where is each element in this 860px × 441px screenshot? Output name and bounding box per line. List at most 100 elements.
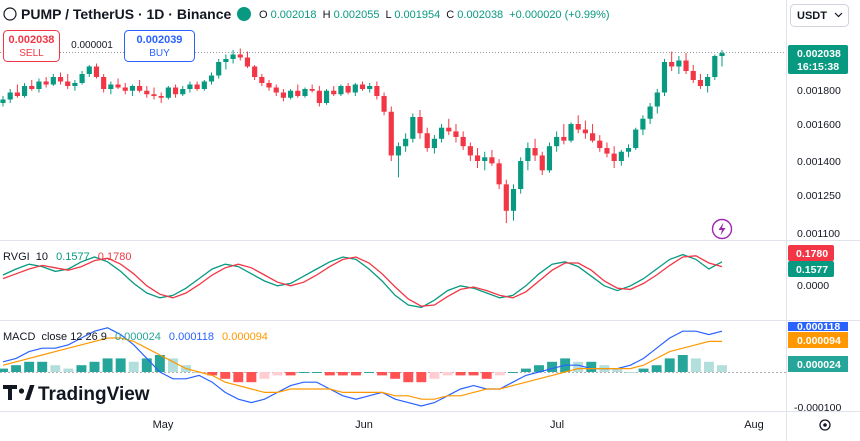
symbol-header: PUMP / TetherUS · 1D · Binance O 0.00201… (3, 6, 610, 22)
candle-body (705, 77, 711, 86)
candle-body (403, 138, 409, 147)
collapse-icon[interactable] (3, 7, 17, 21)
candle-body (352, 84, 358, 93)
macd-lines (2, 327, 723, 407)
buy-button-frame[interactable] (124, 30, 195, 62)
macd-hist-value: 0.000024 (115, 331, 161, 343)
lightning-icon[interactable] (711, 218, 733, 240)
candle-body (237, 54, 243, 58)
candle-body (618, 151, 624, 161)
candle-body (453, 131, 459, 137)
candle-body (625, 148, 632, 152)
buy-label[interactable]: BUY (149, 48, 170, 59)
rvgi-series (2, 253, 723, 309)
price-tick: 0.001100 (797, 228, 840, 240)
candle-body (474, 155, 481, 161)
currency-selector[interactable]: USDT (790, 4, 849, 27)
macd-histogram-bar (311, 372, 322, 373)
macd-histogram-bar (37, 361, 48, 372)
sell-label[interactable]: SELL (19, 48, 44, 59)
candle-body (568, 124, 574, 141)
last-price-value: 0.002038 (797, 48, 841, 60)
macd-histogram-bar (717, 365, 727, 372)
macd-histogram-bar (586, 361, 597, 372)
chevron-down-icon[interactable] (834, 12, 843, 18)
candle-body (208, 75, 215, 82)
symbol-title[interactable]: PUMP / TetherUS · 1D · Binance (21, 6, 232, 22)
candle-body (309, 89, 315, 91)
candle-body (367, 86, 373, 89)
high-label: H (323, 9, 331, 21)
candle-body (661, 62, 668, 93)
date-tick: Jul (550, 419, 564, 431)
sell-price[interactable]: 0.002038 (9, 34, 55, 46)
candle-body (654, 92, 660, 107)
macd-histogram-bar (298, 372, 309, 373)
candle-body (280, 92, 286, 98)
macd-histogram-bar (416, 372, 427, 383)
candle-body (266, 83, 272, 88)
candle-body (316, 90, 322, 103)
candle-body (79, 74, 85, 83)
macd-hist-badge (788, 356, 848, 372)
macd-histogram-bar (664, 358, 675, 372)
date-tick: May (153, 419, 174, 431)
macd-histogram-bar (63, 368, 74, 372)
candle-body (575, 124, 581, 130)
sell-button-frame[interactable] (3, 30, 60, 62)
rvgi-label[interactable]: RVGI (3, 251, 30, 263)
candle-body (65, 81, 71, 86)
macd-histogram-bar (272, 372, 283, 376)
macd-histogram-bar (377, 372, 388, 376)
macd-histogram-bar (102, 358, 113, 372)
candle-body (194, 84, 200, 89)
buy-button[interactable]: 0.002039 BUY (124, 30, 195, 62)
candle-body (604, 148, 610, 154)
currency-selector-box[interactable] (790, 4, 849, 27)
low-value: 0.001954 (394, 9, 440, 21)
settings-gear-icon[interactable] (819, 419, 831, 431)
candle-body (669, 62, 675, 67)
buy-price[interactable]: 0.002039 (137, 34, 183, 46)
macd-label[interactable]: MACD (3, 331, 35, 343)
candle-body (589, 133, 596, 141)
rvgi-signal-badge (788, 245, 834, 261)
rvgi-signal-badge-value: 0.1780 (796, 248, 828, 260)
settings-gear-icon-hub[interactable] (823, 423, 827, 427)
candle-body (439, 127, 445, 139)
candle-body (273, 87, 279, 93)
candle-body (395, 146, 402, 156)
macd-histogram-bar (207, 372, 218, 376)
rvgi-main-line (2, 253, 723, 309)
price-tick: 0.001250 (797, 190, 841, 202)
candle-body (288, 90, 294, 98)
currency-label[interactable]: USDT (797, 10, 827, 22)
sell-button[interactable]: 0.002038 SELL (3, 30, 60, 62)
candle-body (86, 66, 92, 74)
market-status-icon (237, 7, 251, 21)
open-label: O (259, 9, 268, 21)
macd-histogram-bar (520, 368, 531, 372)
low-label: L (386, 9, 392, 21)
candle-body (532, 148, 538, 156)
candle-body (719, 53, 725, 56)
tradingview-logo[interactable]: TradingView (3, 384, 150, 405)
candle-body (446, 127, 452, 132)
macd-params[interactable]: close 12 26 9 (41, 331, 106, 343)
high-value: 0.002055 (334, 9, 380, 21)
rvgi-zero-tick: 0.0000 (797, 280, 829, 292)
settings-gear-icon-ring[interactable] (819, 419, 831, 431)
candle-body (697, 80, 704, 86)
macd-histogram-bar (677, 355, 688, 372)
date-tick: Aug (744, 419, 764, 431)
macd-histogram-bar (494, 372, 505, 376)
candle-body (137, 86, 143, 91)
macd-histogram-bar (455, 372, 466, 376)
candle-body (108, 84, 114, 89)
candle-body (172, 87, 179, 95)
candle-body (338, 86, 344, 95)
rvgi-main-badge (788, 261, 834, 277)
lightning-icon-bolt[interactable] (718, 222, 726, 236)
rvgi-period[interactable]: 10 (36, 251, 48, 263)
